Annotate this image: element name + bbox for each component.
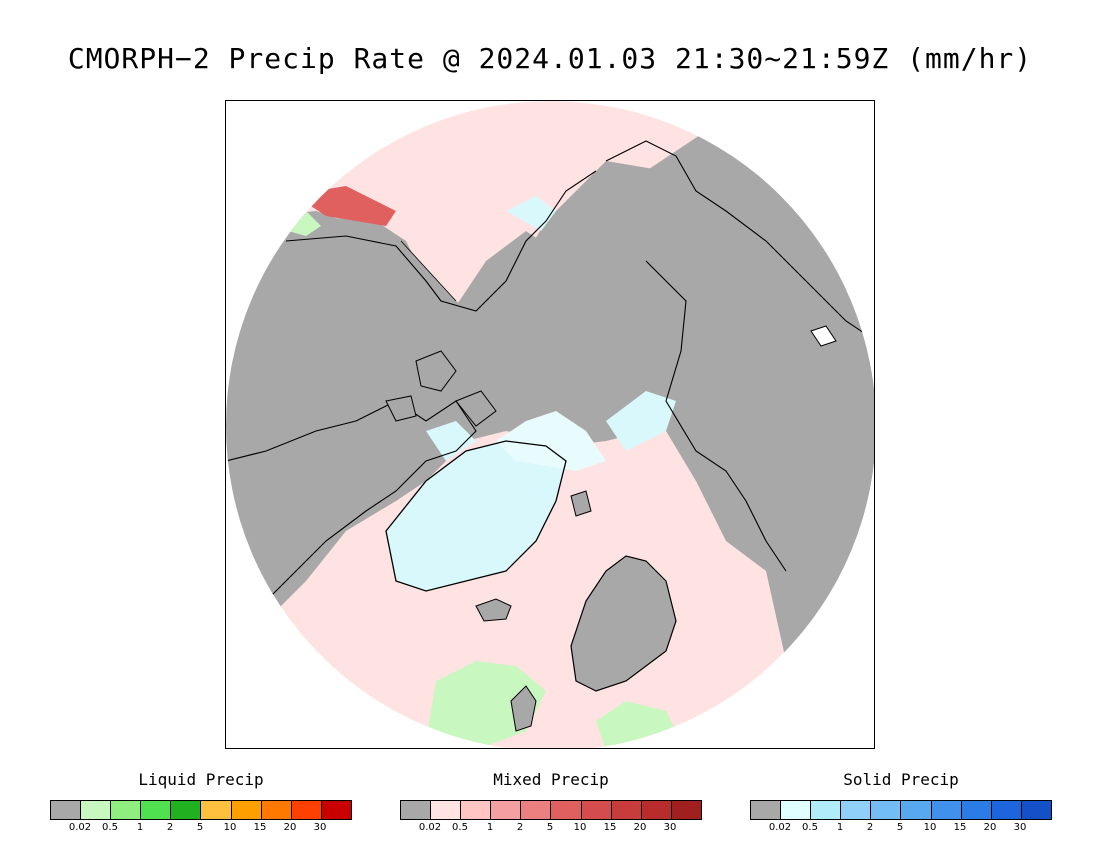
legend-tick-label: 10: [223, 822, 237, 833]
legend-tick-label: 0.5: [802, 822, 818, 833]
legend-tick-label: 20: [633, 822, 647, 833]
canadian-archipelago: [385, 350, 497, 427]
canada-coast: [226, 400, 477, 602]
legend-ticks: 0.02 0.5 1 2 5 10 15 20 30: [750, 822, 1052, 836]
legend-swatch: [261, 801, 292, 819]
legend-tick-label: 5: [546, 822, 554, 833]
legend-swatch: [231, 801, 262, 819]
legend-color-bar: [400, 800, 702, 820]
legend-tick-label: 30: [663, 822, 677, 833]
legend-tick-label: 0.02: [768, 822, 792, 833]
polar-map: [225, 100, 875, 749]
legend-swatch: [51, 801, 82, 819]
svalbard-islands: [570, 490, 592, 517]
legend-tick-label: 10: [923, 822, 937, 833]
caspian-lake: [810, 325, 837, 347]
legend-swatch: [991, 801, 1022, 819]
siberia-coast-land: [226, 216, 426, 371]
legend-tick-label: 0.02: [418, 822, 442, 833]
alaska-snow: [506, 196, 556, 231]
scandinavia-land: [571, 556, 676, 691]
page-title: CMORPH−2 Precip Rate @ 2024.01.03 21:30~…: [67, 42, 1033, 75]
legend-swatch: [461, 801, 492, 819]
eurasia-land: [616, 131, 874, 651]
legend-swatch: [171, 801, 202, 819]
legend-tick-label: 30: [313, 822, 327, 833]
legend-swatch: [1021, 801, 1051, 819]
british-isles-land: [510, 685, 537, 732]
legend-tick-label: 10: [573, 822, 587, 833]
legend-tick-label: 2: [166, 822, 174, 833]
legend-tick-label: 5: [196, 822, 204, 833]
legend-tick-label: 0.5: [102, 822, 118, 833]
legend-swatch: [641, 801, 672, 819]
legend-swatch: [111, 801, 142, 819]
legend-swatch: [291, 801, 322, 819]
legend-swatch: [841, 801, 872, 819]
legend-swatch: [521, 801, 552, 819]
legend-tick-label: 0.02: [68, 822, 92, 833]
legend-liquid: Liquid Precip 0.02 0.5 1 2 5 10 15 20 30: [50, 770, 352, 836]
legend-tick-label: 15: [253, 822, 267, 833]
legend-swatch: [751, 801, 782, 819]
legend-swatch: [961, 801, 992, 819]
alaska-coast: [285, 170, 597, 312]
hudson-snow: [426, 421, 476, 461]
legend-tick-label: 2: [516, 822, 524, 833]
legend-title: Liquid Precip: [138, 770, 264, 789]
legend-swatch: [401, 801, 432, 819]
legend-tick-label: 0.5: [452, 822, 468, 833]
legend-swatch: [811, 801, 842, 819]
us-canada-border: [400, 240, 457, 302]
legend-tick-label: 2: [866, 822, 874, 833]
greenland-coast: [385, 440, 567, 592]
legend-title: Solid Precip: [843, 770, 959, 789]
legend-tick-label: 1: [486, 822, 494, 833]
legend-tick-label: 15: [953, 822, 967, 833]
legend-title: Mixed Precip: [493, 770, 609, 789]
legend-mixed: Mixed Precip 0.02 0.5 1 2 5 10 15 20 30: [400, 770, 702, 836]
legend-swatch: [321, 801, 351, 819]
legend-swatch: [81, 801, 112, 819]
legend-swatch: [491, 801, 522, 819]
iceland-land: [475, 598, 512, 622]
legend-tick-label: 20: [983, 822, 997, 833]
legend-swatch: [551, 801, 582, 819]
legend-swatch: [671, 801, 701, 819]
eurasia-arctic-coast: [645, 260, 787, 572]
legend-ticks: 0.02 0.5 1 2 5 10 15 20 30: [400, 822, 702, 836]
legend-tick-label: 5: [896, 822, 904, 833]
legend-color-bar: [50, 800, 352, 820]
legend-ticks: 0.02 0.5 1 2 5 10 15 20 30: [50, 822, 352, 836]
legend-tick-label: 1: [836, 822, 844, 833]
legend-solid: Solid Precip 0.02 0.5 1 2 5 10 15 20 30: [750, 770, 1052, 836]
bering-mixed-precip: [311, 186, 396, 226]
legend-color-bar: [750, 800, 1052, 820]
legend-swatch: [581, 801, 612, 819]
legend-swatch: [611, 801, 642, 819]
legend-swatch: [931, 801, 962, 819]
legend-tick-label: 20: [283, 822, 297, 833]
legend-swatch: [781, 801, 812, 819]
barents-snow: [606, 391, 676, 451]
siberia-coast: [605, 140, 874, 342]
legend-tick-label: 15: [603, 822, 617, 833]
greenland-solid-precip: [386, 441, 566, 591]
legend-swatch: [901, 801, 932, 819]
map-canvas: [226, 101, 874, 748]
legend-tick-label: 1: [136, 822, 144, 833]
legend-tick-label: 30: [1013, 822, 1027, 833]
legend-swatch: [431, 801, 462, 819]
arctic-solid-precip: [446, 231, 646, 446]
legend-swatch: [871, 801, 902, 819]
north-pole-snow: [496, 411, 606, 471]
scandinavia-coast: [570, 555, 677, 692]
legend-swatch: [201, 801, 232, 819]
legend-swatch: [141, 801, 172, 819]
